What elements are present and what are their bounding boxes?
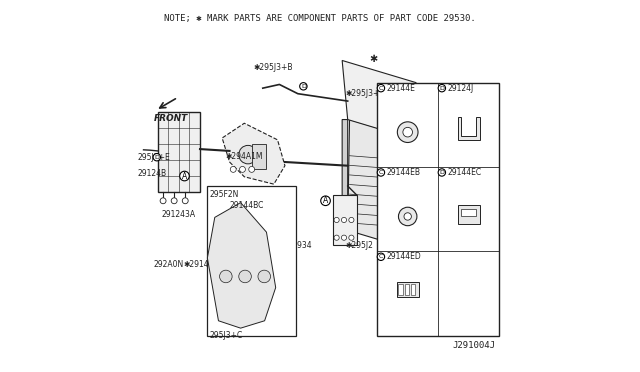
- Circle shape: [438, 84, 445, 92]
- Circle shape: [334, 217, 339, 222]
- Bar: [252, 144, 266, 169]
- Text: A: A: [182, 171, 187, 180]
- Circle shape: [239, 166, 245, 172]
- Circle shape: [436, 192, 444, 199]
- Text: 29124B: 29124B: [137, 169, 166, 177]
- Circle shape: [249, 166, 255, 172]
- Bar: [411, 284, 415, 295]
- Circle shape: [334, 235, 339, 240]
- Text: D: D: [154, 155, 159, 160]
- Text: 29144ED: 29144ED: [387, 252, 421, 261]
- Circle shape: [182, 198, 188, 204]
- Circle shape: [442, 147, 449, 155]
- Text: A: A: [323, 196, 328, 205]
- Circle shape: [349, 235, 354, 240]
- Circle shape: [341, 217, 347, 222]
- Text: 29144EB: 29144EB: [387, 168, 420, 177]
- Text: 29124J: 29124J: [447, 84, 474, 93]
- Text: ✱295J3+B: ✱295J3+B: [253, 63, 293, 72]
- Text: D: D: [301, 84, 306, 89]
- Text: ✱29119BJ: ✱29119BJ: [252, 198, 289, 207]
- Text: J291004J: J291004J: [452, 341, 495, 350]
- Text: ✱29144B: ✱29144B: [184, 260, 219, 269]
- Circle shape: [321, 196, 330, 206]
- Bar: [397, 282, 419, 297]
- Polygon shape: [207, 203, 276, 328]
- Bar: [377, 83, 499, 336]
- Circle shape: [397, 122, 418, 142]
- Text: D: D: [440, 170, 444, 175]
- Bar: [207, 186, 296, 336]
- Bar: [461, 209, 476, 217]
- Text: ✱294A1M: ✱294A1M: [226, 152, 263, 161]
- Polygon shape: [342, 119, 348, 230]
- Circle shape: [220, 270, 232, 283]
- Text: 295J3+E: 295J3+E: [137, 153, 170, 162]
- Circle shape: [180, 171, 189, 181]
- Circle shape: [349, 217, 354, 222]
- Polygon shape: [458, 118, 480, 140]
- Text: ✱295J3+A: ✱295J3+A: [209, 239, 249, 248]
- Bar: [333, 195, 357, 245]
- Bar: [458, 205, 480, 224]
- Bar: [399, 284, 403, 295]
- Polygon shape: [222, 123, 285, 184]
- Circle shape: [258, 270, 271, 283]
- Text: ✱295J2: ✱295J2: [346, 241, 374, 250]
- Circle shape: [230, 166, 236, 172]
- Circle shape: [403, 127, 413, 137]
- Text: C: C: [379, 86, 383, 91]
- Text: C: C: [379, 170, 383, 175]
- Circle shape: [153, 154, 161, 161]
- Text: C: C: [379, 254, 383, 259]
- Circle shape: [399, 207, 417, 226]
- Text: ✱295J3+D: ✱295J3+D: [346, 89, 386, 98]
- Circle shape: [404, 213, 412, 220]
- Text: FRONT: FRONT: [154, 114, 188, 123]
- Text: 29144EC: 29144EC: [447, 168, 481, 177]
- Text: 292A0N: 292A0N: [153, 260, 184, 269]
- Circle shape: [377, 253, 385, 260]
- Text: ✱29934: ✱29934: [281, 241, 312, 250]
- Text: D: D: [440, 86, 444, 91]
- Text: 29144BC: 29144BC: [230, 201, 264, 210]
- Bar: [157, 112, 200, 192]
- Text: 295F2N: 295F2N: [209, 190, 239, 199]
- Circle shape: [438, 169, 445, 176]
- Text: NOTE; ✱ MARK PARTS ARE COMPONENT PARTS OF PART CODE 29530.: NOTE; ✱ MARK PARTS ARE COMPONENT PARTS O…: [164, 14, 476, 23]
- Text: ✱: ✱: [369, 54, 378, 64]
- Text: 29144E: 29144E: [387, 84, 415, 93]
- Circle shape: [300, 83, 307, 90]
- Circle shape: [160, 198, 166, 204]
- Circle shape: [377, 84, 385, 92]
- Polygon shape: [348, 119, 424, 253]
- Text: 291243A: 291243A: [162, 210, 196, 219]
- Polygon shape: [342, 61, 422, 142]
- Circle shape: [377, 169, 385, 176]
- Text: 295J3+C: 295J3+C: [209, 331, 243, 340]
- Circle shape: [341, 235, 347, 240]
- Circle shape: [239, 145, 257, 164]
- Circle shape: [239, 270, 252, 283]
- Circle shape: [172, 198, 177, 204]
- Bar: [404, 284, 409, 295]
